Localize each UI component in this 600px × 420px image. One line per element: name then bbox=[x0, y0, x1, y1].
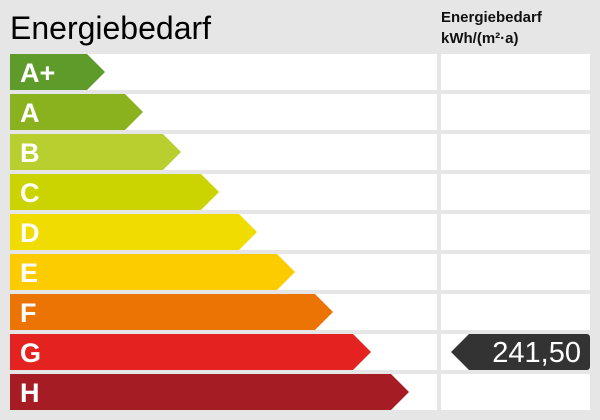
energy-class-row: E bbox=[10, 254, 437, 290]
energy-class-label: E bbox=[20, 258, 39, 288]
energy-class-label: C bbox=[20, 178, 40, 208]
value-cell bbox=[441, 54, 590, 90]
energy-class-arrow: C bbox=[10, 174, 219, 210]
energy-class-row: D bbox=[10, 214, 437, 250]
column-header-unit: kWh/(m²·a) bbox=[441, 30, 519, 47]
energy-class-arrow: G bbox=[10, 334, 371, 370]
energy-class-row: A bbox=[10, 94, 437, 130]
page-title: Energiebedarf bbox=[10, 10, 212, 46]
energy-class-arrow: A+ bbox=[10, 54, 105, 90]
energy-class-row: B bbox=[10, 134, 437, 170]
energy-class-label: A+ bbox=[20, 58, 56, 88]
value-text: 241,50 bbox=[492, 337, 581, 369]
energy-class-arrow: B bbox=[10, 134, 181, 170]
energy-class-row: F bbox=[10, 294, 437, 330]
value-cell bbox=[441, 174, 590, 210]
energy-class-label: G bbox=[20, 338, 42, 368]
value-cell bbox=[441, 374, 590, 410]
value-cell bbox=[441, 294, 590, 330]
energy-class-row: G bbox=[10, 334, 437, 370]
column-header-line1: Energiebedarf bbox=[441, 9, 542, 26]
energy-class-label: B bbox=[20, 138, 40, 168]
energy-class-row: A+ bbox=[10, 54, 437, 90]
energy-class-arrow: D bbox=[10, 214, 257, 250]
value-cell bbox=[441, 134, 590, 170]
energy-class-label: A bbox=[20, 98, 40, 128]
value-cell bbox=[441, 94, 590, 130]
energy-class-arrow: F bbox=[10, 294, 333, 330]
value-cell bbox=[441, 254, 590, 290]
energy-class-arrow: E bbox=[10, 254, 295, 290]
column-header: Energiebedarf kWh/(m²·a) bbox=[441, 7, 542, 49]
value-marker: 241,50 bbox=[451, 334, 590, 370]
value-cell bbox=[441, 214, 590, 250]
energy-class-row: C bbox=[10, 174, 437, 210]
energy-class-label: D bbox=[20, 218, 40, 248]
energy-class-arrow: A bbox=[10, 94, 143, 130]
energy-class-row: H bbox=[10, 374, 437, 410]
energy-class-label: H bbox=[20, 378, 40, 408]
energy-class-arrow: H bbox=[10, 374, 409, 410]
energy-class-label: F bbox=[20, 298, 37, 328]
